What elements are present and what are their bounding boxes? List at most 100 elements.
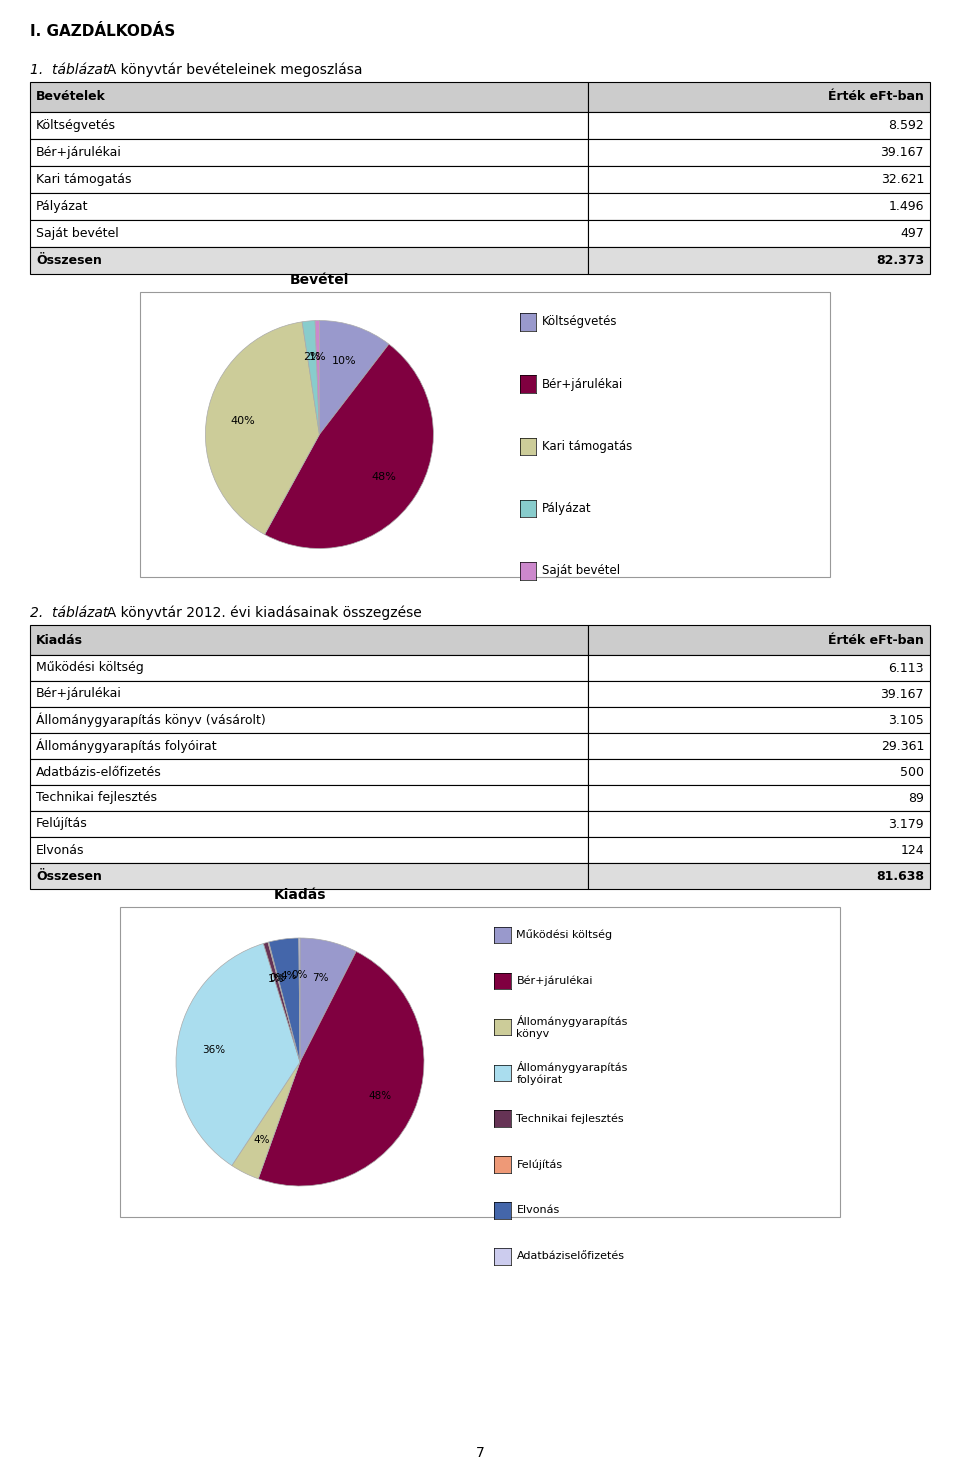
Bar: [588, 758, 930, 785]
Text: Adatbázis-előfizetés: Adatbázis-előfizetés: [36, 766, 161, 779]
Bar: [30, 655, 588, 681]
Text: Elvonás: Elvonás: [516, 1206, 560, 1216]
Bar: [588, 139, 930, 166]
Text: Állománygyarapítás könyv (vásárolt): Állománygyarapítás könyv (vásárolt): [36, 712, 266, 727]
Bar: [588, 113, 930, 139]
Text: Felújítás: Felújítás: [36, 818, 87, 831]
Bar: [120, 906, 840, 1217]
Bar: [30, 837, 588, 863]
Bar: [588, 837, 930, 863]
Wedge shape: [299, 937, 300, 1062]
Text: Bér+járulékai: Bér+járulékai: [36, 147, 122, 158]
Text: 39.167: 39.167: [880, 687, 924, 701]
Wedge shape: [231, 1062, 300, 1179]
Bar: [588, 785, 930, 812]
Text: Felújítás: Felújítás: [516, 1160, 563, 1170]
Wedge shape: [263, 942, 300, 1062]
Text: 4%: 4%: [280, 972, 297, 980]
Bar: [588, 863, 930, 889]
Bar: [30, 113, 588, 139]
Bar: [30, 812, 588, 837]
Text: 7: 7: [475, 1445, 485, 1460]
Bar: [30, 863, 588, 889]
Text: 1%: 1%: [309, 352, 326, 361]
Text: Érték eFt-ban: Érték eFt-ban: [828, 90, 924, 104]
Bar: [30, 166, 588, 193]
Text: Költségvetés: Költségvetés: [36, 118, 116, 132]
Text: 48%: 48%: [372, 472, 396, 481]
Text: 497: 497: [900, 227, 924, 240]
Text: 3.179: 3.179: [888, 818, 924, 831]
Text: 2%: 2%: [303, 352, 321, 363]
Text: 48%: 48%: [368, 1091, 392, 1102]
Text: Összesen: Összesen: [36, 869, 102, 883]
Text: 1.496: 1.496: [889, 200, 924, 213]
Text: 2.  táblázat: 2. táblázat: [30, 606, 108, 621]
Bar: [588, 812, 930, 837]
Wedge shape: [176, 943, 300, 1166]
Bar: [588, 655, 930, 681]
Bar: [588, 81, 930, 113]
Text: Bevételek: Bevételek: [36, 90, 106, 104]
Text: 500: 500: [900, 766, 924, 779]
Bar: [588, 193, 930, 221]
Text: 8.592: 8.592: [888, 118, 924, 132]
Text: Elvonás: Elvonás: [36, 844, 84, 856]
Bar: [30, 139, 588, 166]
Bar: [30, 625, 588, 655]
Text: Állománygyarapítás folyóirat: Állománygyarapítás folyóirat: [36, 739, 217, 754]
Text: 0%: 0%: [292, 970, 308, 980]
Bar: [588, 681, 930, 706]
Bar: [30, 81, 588, 113]
Text: 0%: 0%: [270, 973, 286, 983]
Text: 10%: 10%: [332, 355, 357, 366]
Text: A könyvtár bevételeinek megoszlása: A könyvtár bevételeinek megoszlása: [98, 62, 363, 77]
Text: Adatbáziselőfizetés: Adatbáziselőfizetés: [516, 1251, 624, 1262]
Text: Működési költség: Működési költség: [516, 930, 612, 940]
Wedge shape: [302, 320, 320, 434]
Wedge shape: [320, 320, 389, 434]
Text: Pályázat: Pályázat: [36, 200, 88, 213]
Text: 1%: 1%: [268, 973, 284, 983]
Text: 29.361: 29.361: [880, 739, 924, 752]
Bar: [30, 758, 588, 785]
Wedge shape: [205, 321, 320, 535]
Text: Állománygyarapítás
folyóirat: Állománygyarapítás folyóirat: [516, 1060, 628, 1086]
Text: Technikai fejlesztés: Technikai fejlesztés: [36, 791, 157, 804]
Title: Kiadás: Kiadás: [274, 887, 326, 902]
Bar: [30, 221, 588, 247]
Text: Kari támogatás: Kari támogatás: [36, 173, 132, 187]
Text: 7%: 7%: [312, 973, 328, 982]
Text: 81.638: 81.638: [876, 869, 924, 883]
Text: Kari támogatás: Kari támogatás: [541, 440, 632, 453]
Wedge shape: [300, 937, 356, 1062]
Text: A könyvtár 2012. évi kiadásainak összegzése: A könyvtár 2012. évi kiadásainak összegz…: [98, 606, 421, 621]
Wedge shape: [315, 320, 320, 434]
Text: Bér+járulékai: Bér+járulékai: [541, 378, 623, 391]
Text: Bér+járulékai: Bér+járulékai: [516, 976, 593, 986]
Bar: [588, 166, 930, 193]
Text: 39.167: 39.167: [880, 147, 924, 158]
Bar: [588, 247, 930, 274]
Bar: [588, 625, 930, 655]
Bar: [30, 733, 588, 758]
Text: Saját bevétel: Saját bevétel: [541, 564, 620, 578]
Text: Állománygyarapítás
könyv: Állománygyarapítás könyv: [516, 1014, 628, 1038]
Text: Működési költség: Működési költség: [36, 662, 144, 674]
Bar: [30, 193, 588, 221]
Bar: [588, 733, 930, 758]
Text: Érték eFt-ban: Érték eFt-ban: [828, 634, 924, 647]
Text: 1.  táblázat: 1. táblázat: [30, 64, 108, 77]
Bar: [30, 706, 588, 733]
Bar: [140, 292, 830, 578]
Text: 36%: 36%: [203, 1044, 226, 1054]
Text: Bér+járulékai: Bér+járulékai: [36, 687, 122, 701]
Text: Technikai fejlesztés: Technikai fejlesztés: [516, 1114, 624, 1124]
Text: 6.113: 6.113: [889, 662, 924, 674]
Wedge shape: [258, 951, 424, 1186]
Bar: [30, 785, 588, 812]
Wedge shape: [268, 942, 300, 1062]
Text: 32.621: 32.621: [880, 173, 924, 187]
Wedge shape: [265, 344, 433, 548]
Bar: [588, 221, 930, 247]
